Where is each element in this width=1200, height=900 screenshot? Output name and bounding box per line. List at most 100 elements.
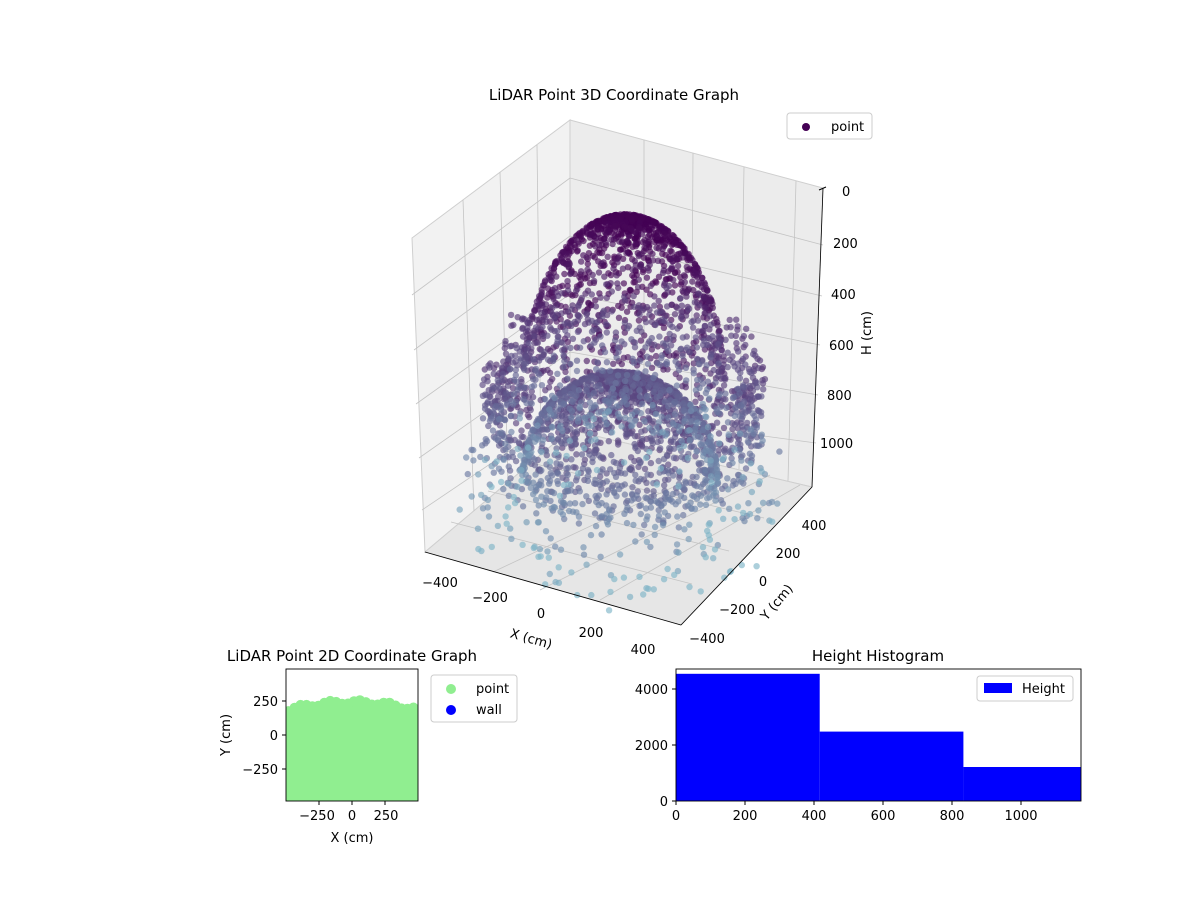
point-marker bbox=[596, 481, 603, 488]
point-marker bbox=[653, 309, 661, 316]
point-marker bbox=[668, 248, 675, 255]
point-marker bbox=[611, 222, 618, 230]
point-marker bbox=[642, 318, 650, 326]
point-marker bbox=[643, 353, 651, 360]
x-tick-label-hist: 400 bbox=[802, 809, 827, 824]
point-marker bbox=[564, 278, 571, 285]
point-marker bbox=[525, 340, 532, 347]
point-marker bbox=[702, 554, 709, 561]
point-marker bbox=[629, 422, 636, 429]
point-marker bbox=[696, 467, 703, 474]
point-marker bbox=[588, 422, 596, 429]
point-marker bbox=[637, 475, 644, 483]
point-marker bbox=[652, 410, 660, 418]
point-marker bbox=[535, 553, 542, 560]
point-marker bbox=[674, 325, 681, 332]
point-marker bbox=[544, 294, 551, 301]
legend-wall-label-2d: wall bbox=[476, 703, 502, 718]
point-marker bbox=[710, 366, 717, 374]
point-marker bbox=[594, 249, 601, 256]
point-marker bbox=[480, 376, 488, 383]
point-marker bbox=[693, 473, 700, 481]
point-marker bbox=[647, 459, 655, 467]
point-marker bbox=[628, 497, 635, 504]
point-marker bbox=[592, 522, 600, 530]
point-marker bbox=[720, 375, 728, 382]
point-marker bbox=[567, 360, 574, 368]
point-marker bbox=[524, 444, 532, 451]
point-marker bbox=[606, 367, 614, 374]
point-marker bbox=[665, 414, 672, 421]
point-marker bbox=[653, 424, 660, 432]
point-marker bbox=[475, 545, 482, 553]
y-ticks-2d: 250 0 −250 bbox=[242, 695, 286, 778]
point-marker bbox=[518, 316, 526, 323]
point-marker bbox=[530, 491, 537, 498]
point-marker bbox=[642, 454, 650, 462]
point-marker bbox=[621, 510, 628, 517]
point-marker bbox=[581, 426, 589, 434]
y-ticks-hist: 0 2000 4000 bbox=[635, 683, 676, 810]
point-marker bbox=[593, 466, 601, 474]
point-marker bbox=[618, 423, 625, 430]
x-ticks-hist: 0 200 400 600 800 1000 bbox=[672, 801, 1038, 824]
point-marker bbox=[570, 464, 577, 471]
point-marker bbox=[526, 413, 533, 421]
point-marker bbox=[560, 352, 567, 359]
point-marker bbox=[547, 497, 554, 505]
point-marker bbox=[669, 289, 676, 296]
point-marker bbox=[579, 465, 587, 472]
point-marker bbox=[672, 501, 679, 508]
point-marker bbox=[520, 433, 527, 441]
point-marker bbox=[693, 495, 701, 502]
point-marker bbox=[725, 436, 732, 443]
point-marker bbox=[669, 490, 677, 498]
point-marker bbox=[733, 316, 740, 323]
point-marker bbox=[592, 436, 599, 443]
point-marker bbox=[561, 389, 568, 396]
point-marker bbox=[521, 384, 528, 391]
y-axis-ticks: −400 −200 0 200 400 bbox=[689, 519, 826, 647]
point-marker bbox=[594, 226, 601, 233]
point-marker bbox=[562, 303, 569, 311]
point-marker bbox=[636, 311, 643, 318]
point-marker bbox=[511, 376, 518, 384]
point-marker bbox=[603, 421, 610, 428]
point-marker bbox=[640, 374, 647, 381]
point-marker bbox=[658, 355, 665, 362]
point-marker bbox=[722, 390, 729, 397]
point-marker bbox=[704, 378, 712, 385]
legend-height-label: Height bbox=[1022, 682, 1065, 697]
point-marker bbox=[607, 466, 614, 473]
point-marker bbox=[601, 416, 608, 423]
chart-histogram: Height Histogram 0 2000 4000 0 200 400 6… bbox=[635, 647, 1082, 824]
point-marker bbox=[758, 393, 765, 400]
point-marker bbox=[538, 493, 545, 500]
point-marker bbox=[651, 302, 658, 309]
point-marker bbox=[671, 411, 678, 418]
point-marker bbox=[736, 390, 743, 397]
point-marker bbox=[712, 454, 719, 462]
point-marker bbox=[637, 263, 645, 271]
point-marker bbox=[699, 544, 707, 551]
point-marker bbox=[648, 334, 655, 342]
point-marker bbox=[563, 421, 570, 428]
point-marker bbox=[608, 288, 615, 295]
point-marker bbox=[666, 387, 673, 394]
point-marker bbox=[701, 337, 708, 344]
point-marker bbox=[546, 570, 553, 578]
point-marker bbox=[675, 400, 682, 408]
point-marker bbox=[681, 526, 688, 533]
point-marker bbox=[624, 238, 631, 245]
point-marker bbox=[656, 361, 664, 368]
point-marker bbox=[689, 492, 696, 499]
point-marker bbox=[743, 432, 750, 439]
point-marker bbox=[632, 374, 639, 381]
point-marker bbox=[680, 511, 687, 519]
point-marker bbox=[463, 454, 470, 461]
point-marker bbox=[665, 461, 672, 468]
point-marker bbox=[756, 478, 763, 485]
point-marker bbox=[737, 402, 745, 409]
point-marker bbox=[748, 488, 756, 496]
point-marker bbox=[564, 287, 572, 294]
